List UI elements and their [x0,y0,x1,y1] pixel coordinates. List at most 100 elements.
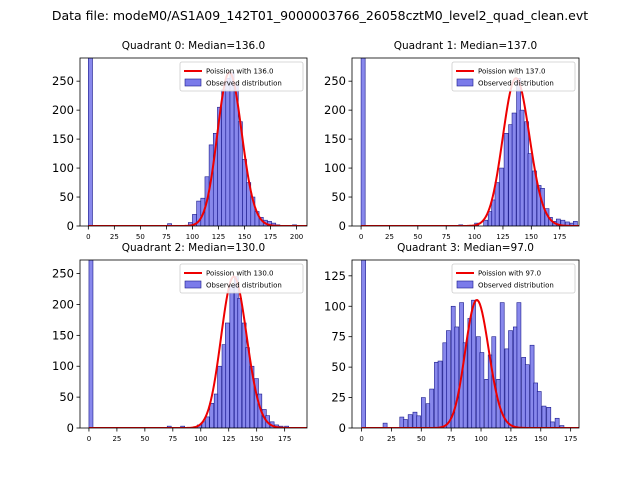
poisson-curve [361,77,579,226]
histogram-bar [516,302,522,428]
histogram-bar [407,414,413,428]
x-tick-label: 125 [212,233,225,241]
y-tick-label: 50 [331,360,346,374]
plot-area-3 [361,260,579,428]
histogram-bar [546,407,552,428]
axes-frame [79,57,308,227]
histogram-bar [437,360,443,428]
y-tick-label: 0 [339,421,346,435]
histogram-bar [221,89,227,226]
legend-bar-label: Observed distribution [206,282,282,290]
x-tick-label: 100 [468,233,481,241]
x-tick-label: 25 [385,233,394,241]
x-tick-label: 0 [86,233,90,241]
x-tick-label: 50 [417,435,426,443]
histogram-bar [225,322,230,428]
y-tick-label: 50 [59,190,74,204]
y-tick-label: 125 [324,269,346,283]
y-tick-label: 200 [324,103,346,117]
histogram-bar [429,388,435,428]
panel-title: Quadrant 1: Median=137.0 [394,40,537,52]
histogram-bar [88,58,93,226]
x-tick-label: 0 [359,233,363,241]
x-tick-label: 75 [442,233,451,241]
y-tick-label: 0 [339,219,346,233]
legend-curve-label: Poission with 130.0 [206,270,274,278]
axes-frame [79,259,308,429]
x-tick-label: 125 [496,233,509,241]
legend-box [451,61,576,92]
x-tick-label: 75 [447,435,456,443]
x-tick-label: 175 [564,435,577,443]
histogram-bar [479,352,485,428]
y-tick-label: 50 [59,390,74,404]
poisson-curve [88,71,307,226]
x-tick-label: 175 [278,435,291,443]
histogram-bar [503,133,509,226]
x-tick-label: 125 [504,435,517,443]
panel-title: Quadrant 0: Median=136.0 [122,40,265,52]
legend-curve-label: Poission with 97.0 [478,270,541,278]
histogram-bar [508,330,513,428]
histogram-bar [550,421,555,428]
x-tick-label: 0 [359,435,363,443]
x-tick-label: 75 [162,233,171,241]
x-tick-label: 150 [250,435,263,443]
legend-box [179,263,304,294]
histogram-bar [237,297,242,428]
x-tick-label: 25 [112,435,121,443]
legend: Poission with 97.0 Observed distribution [451,263,576,294]
histogram-bar [554,417,560,428]
y-tick-label: 0 [67,219,74,233]
plot-area-0 [88,58,307,226]
legend-bar-swatch [184,280,202,289]
x-tick-label: 175 [553,233,566,241]
legend-bar-label: Observed distribution [206,80,282,88]
x-tick-label: 0 [87,435,91,443]
x-tick-label: 75 [168,435,177,443]
x-tick-label: 25 [110,233,119,241]
panel-0: 0 25 50 75 100 125 150 175 200 0 50 100 150 200 250 Qua… [52,40,308,241]
x-tick-label: 25 [387,435,396,443]
x-tick-label: 150 [525,233,538,241]
panel-title: Quadrant 2: Median=130.0 [122,242,265,254]
legend: Poission with 137.0 Observed distribution [451,61,576,92]
legend-bar-label: Observed distribution [478,80,554,88]
poisson-curve [361,299,579,428]
x-tick-label: 100 [194,435,207,443]
x-tick-label: 100 [186,233,199,241]
axes-frame [351,259,580,429]
y-tick-label: 75 [331,330,346,344]
histogram-bar [483,219,489,226]
histogram-bar [519,109,525,226]
y-tick-label: 250 [324,74,346,88]
histogram-bar [494,182,500,226]
histogram-bar [420,397,426,428]
poisson-curve [88,275,307,428]
legend-bar-label: Observed distribution [478,282,554,290]
histogram-bar [416,415,421,428]
y-tick-label: 150 [52,328,74,342]
y-tick-label: 250 [52,267,74,281]
x-tick-label: 200 [290,233,303,241]
histogram-bar [204,416,210,428]
histogram-bar [471,299,476,428]
x-tick-label: 150 [238,233,251,241]
y-tick-label: 100 [52,359,74,373]
panel-2: 0 25 50 75 100 125 150 175 0 50 100 150 200 250 Quadra… [52,242,308,443]
axes-frame [351,57,580,227]
histogram-bar [527,153,533,226]
legend-curve-label: Poission with 136.0 [206,68,274,76]
y-tick-label: 250 [52,74,74,88]
x-tick-label: 50 [413,233,422,241]
y-tick-label: 100 [52,161,74,175]
histogram-bar [454,326,460,428]
histogram-bar [573,221,578,226]
histogram-bar [555,218,561,226]
x-tick-label: 150 [534,435,547,443]
legend-bar-swatch [456,280,474,289]
panel-1: 0 25 50 75 100 125 150 175 0 50 100 150 200 250 Quadra… [324,40,580,241]
x-tick-label: 125 [222,435,235,443]
histogram-bar [524,364,530,428]
